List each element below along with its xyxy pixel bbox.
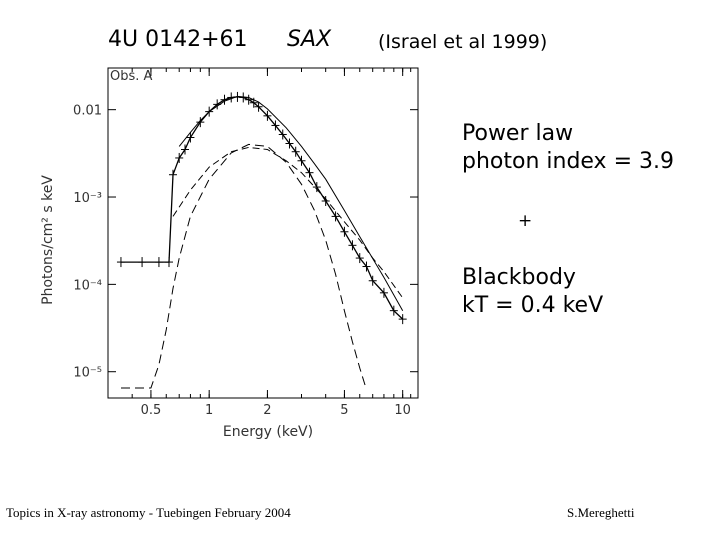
x-tick-label: 10	[394, 403, 411, 418]
data-point	[355, 253, 364, 264]
data-point	[321, 196, 330, 207]
x-tick-label: 2	[263, 403, 271, 418]
data-point	[244, 94, 253, 105]
y-tick-label: 10⁻³	[73, 191, 102, 206]
header-reference: (Israel et al 1999)	[378, 31, 548, 53]
data-point	[154, 257, 163, 268]
data-point	[138, 257, 147, 268]
data-point	[362, 261, 371, 272]
data-point	[398, 314, 407, 325]
header-instrument: SAX	[287, 27, 332, 52]
data-point	[291, 146, 300, 157]
blackbody-label: Blackbody	[462, 265, 576, 290]
series-blackbody-line	[121, 143, 367, 390]
x-tick-label: 5	[340, 403, 348, 418]
photon-index-label: photon index = 3.9	[462, 149, 674, 174]
plus-sign: +	[518, 211, 533, 231]
data-point	[305, 167, 314, 178]
data-point	[196, 117, 205, 128]
data-point	[168, 169, 177, 180]
data-point	[379, 287, 388, 298]
data-point	[331, 211, 340, 222]
data-point	[175, 152, 184, 163]
data-point	[181, 144, 190, 155]
data-point	[312, 182, 321, 193]
data-point	[271, 120, 280, 131]
y-tick-label: 0.01	[73, 104, 102, 119]
x-tick-label: 0.5	[141, 403, 162, 418]
series-power-law-line	[172, 146, 404, 299]
series-model-total-line	[178, 95, 404, 311]
header-source-name: 4U 0142+61	[108, 27, 248, 52]
data-point	[186, 132, 195, 143]
x-tick-label: 1	[205, 403, 213, 418]
y-tick-label: 10⁻⁵	[73, 366, 102, 381]
blackbody-temperature-label: kT = 0.4 keV	[462, 293, 604, 318]
data-point	[254, 101, 263, 112]
footer-author: S.Mereghetti	[567, 505, 635, 520]
blackbody-annotation: Blackbody kT = 0.4 keV	[462, 264, 603, 320]
data-point	[389, 305, 398, 316]
x-axis-label: Energy (keV)	[223, 424, 313, 440]
footer-course-text: Topics in X-ray astronomy - Tuebingen Fe…	[6, 505, 291, 520]
y-tick-label: 10⁻⁴	[73, 278, 102, 293]
series-data-line	[121, 96, 404, 320]
power-law-label: Power law	[462, 121, 574, 146]
data-point	[285, 138, 294, 149]
chart-title: Obs. A	[110, 69, 153, 84]
data-point	[278, 129, 287, 140]
plot-frame	[107, 67, 419, 399]
data-point	[263, 110, 272, 121]
y-axis-label: Photons/cm² s keV	[40, 175, 56, 305]
data-point	[340, 226, 349, 237]
data-point	[116, 257, 125, 268]
power-law-annotation: Power law photon index = 3.9	[462, 120, 674, 176]
data-point	[368, 275, 377, 286]
data-point	[297, 155, 306, 166]
data-point	[348, 240, 357, 251]
data-point	[165, 257, 174, 268]
